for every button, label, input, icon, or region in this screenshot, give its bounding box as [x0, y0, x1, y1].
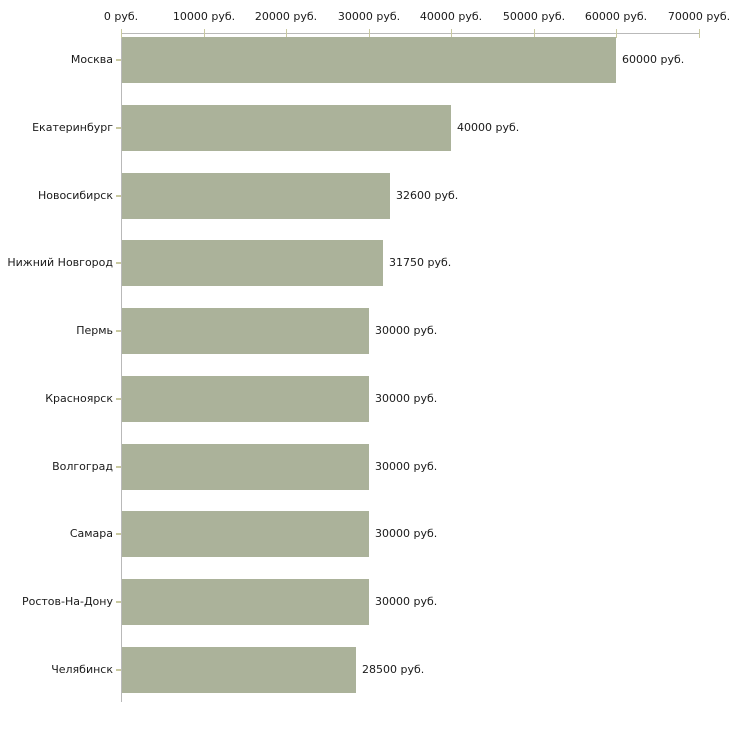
bar — [122, 105, 451, 151]
bar — [122, 37, 616, 83]
bar — [122, 647, 356, 693]
category-label: Красноярск — [45, 392, 113, 405]
x-axis-tick — [616, 29, 617, 38]
value-label: 30000 руб. — [375, 392, 438, 405]
x-axis-tick — [121, 29, 122, 38]
value-label: 31750 руб. — [389, 256, 452, 269]
y-axis-line — [121, 33, 122, 702]
category-tick — [116, 330, 121, 332]
x-axis-tick — [534, 29, 535, 38]
category-label: Челябинск — [51, 663, 113, 676]
category-label: Ростов-На-Дону — [21, 595, 113, 608]
value-label: 60000 руб. — [622, 53, 685, 66]
category-tick — [116, 601, 121, 603]
x-axis-tick-label: 10000 руб. — [172, 10, 236, 23]
category-tick — [116, 59, 121, 61]
x-axis-tick — [699, 29, 700, 38]
category-label: Волгоград — [52, 460, 113, 473]
category-label: Новосибирск — [37, 189, 113, 202]
value-label: 28500 руб. — [362, 663, 425, 676]
category-tick — [116, 127, 121, 129]
bar — [122, 308, 369, 354]
x-axis-tick-label: 60000 руб. — [584, 10, 648, 23]
value-label: 30000 руб. — [375, 460, 438, 473]
bar — [122, 240, 383, 286]
bar — [122, 511, 369, 557]
category-tick — [116, 669, 121, 671]
category-label: Москва — [70, 53, 113, 66]
value-label: 30000 руб. — [375, 595, 438, 608]
x-axis-tick — [451, 29, 452, 38]
x-axis-tick-label: 70000 руб. — [667, 10, 730, 23]
x-axis-tick-label: 20000 руб. — [254, 10, 318, 23]
category-tick — [116, 195, 121, 197]
category-tick — [116, 262, 121, 264]
x-axis-tick — [204, 29, 205, 38]
x-axis-tick — [286, 29, 287, 38]
x-axis-tick-label: 50000 руб. — [502, 10, 566, 23]
x-axis-line — [121, 33, 700, 34]
bar — [122, 579, 369, 625]
value-label: 32600 руб. — [396, 189, 459, 202]
category-label: Пермь — [76, 324, 113, 337]
value-label: 40000 руб. — [457, 121, 520, 134]
category-label: Екатеринбург — [32, 121, 113, 134]
x-axis-tick-label: 40000 руб. — [419, 10, 483, 23]
x-axis-tick-label: 0 руб. — [103, 10, 139, 23]
value-label: 30000 руб. — [375, 527, 438, 540]
x-axis-tick — [369, 29, 370, 38]
category-tick — [116, 398, 121, 400]
x-axis-tick-label: 30000 руб. — [337, 10, 401, 23]
category-label: Нижний Новгород — [7, 256, 113, 269]
category-tick — [116, 466, 121, 468]
bar — [122, 444, 369, 490]
bar — [122, 376, 369, 422]
category-tick — [116, 533, 121, 535]
value-label: 30000 руб. — [375, 324, 438, 337]
category-label: Самара — [69, 527, 113, 540]
bar — [122, 173, 390, 219]
